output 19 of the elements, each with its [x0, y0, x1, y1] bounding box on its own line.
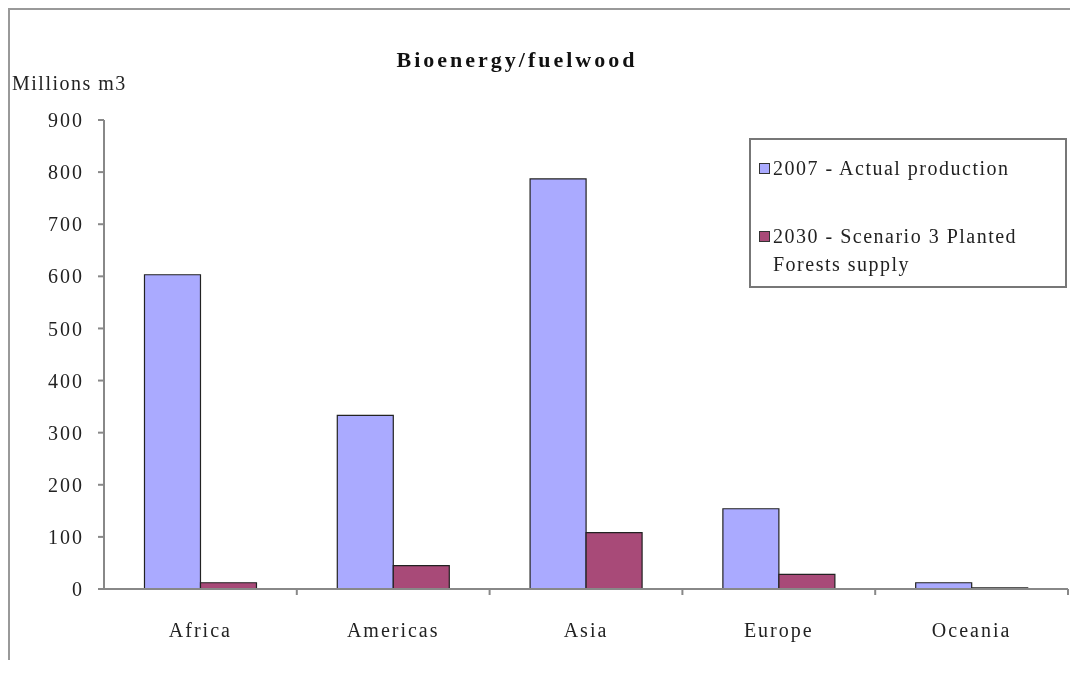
- x-tick-label: Africa: [168, 619, 232, 641]
- x-tick-label: Americas: [346, 619, 440, 641]
- y-tick-label: 0: [72, 578, 84, 601]
- y-axis-title: Millions m3: [12, 72, 127, 95]
- y-tick-label: 900: [48, 109, 84, 132]
- y-tick-label: 800: [48, 161, 84, 184]
- y-tick-label: 400: [48, 369, 84, 392]
- y-tick-label: 300: [48, 421, 84, 444]
- y-tick-label: 500: [48, 317, 84, 340]
- x-tick-label: Europe: [743, 619, 814, 642]
- chart-title: Bioenergy/fuelwood: [395, 47, 639, 73]
- legend-label: 2007 - Actual production: [773, 156, 1010, 182]
- y-tick-label: 700: [48, 213, 84, 236]
- x-tick-label: Asia: [563, 619, 609, 641]
- x-tick-label: Oceania: [931, 619, 1012, 641]
- y-tick-label: 600: [48, 265, 84, 288]
- y-tick-label: 100: [48, 525, 84, 548]
- y-tick-label: 200: [48, 473, 84, 496]
- legend-label: 2030 - Scenario 3 Planted Forests supply: [773, 224, 1019, 278]
